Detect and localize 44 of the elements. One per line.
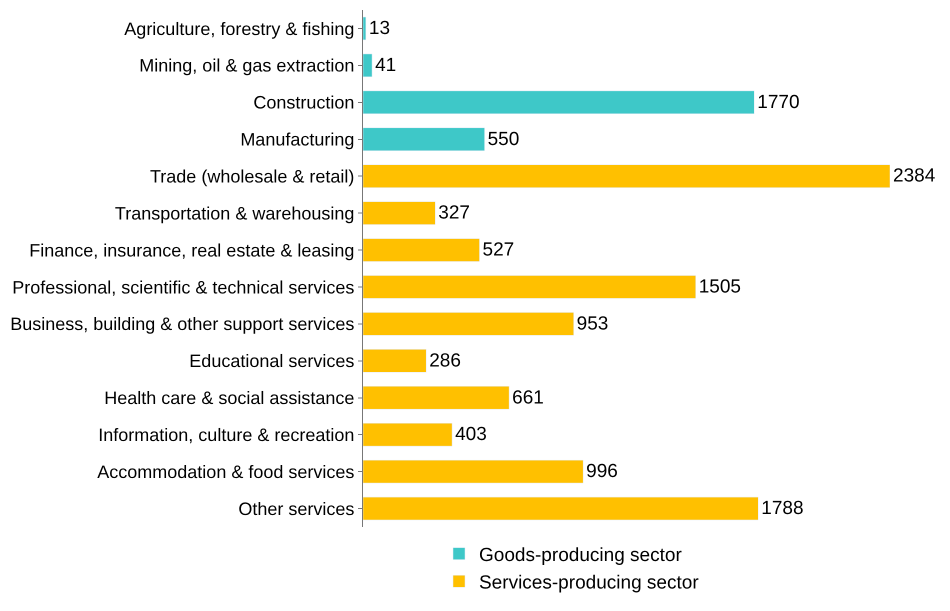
- data-label: 550: [488, 128, 520, 150]
- legend-label: Services-producing sector: [479, 572, 700, 594]
- y-tick-label: Information, culture & recreation: [98, 424, 354, 445]
- bar: [363, 460, 584, 484]
- y-tick-label: Manufacturing: [240, 130, 354, 150]
- bar: [363, 54, 372, 78]
- data-label: 527: [482, 240, 514, 261]
- data-label: 1788: [761, 498, 804, 520]
- y-tick-label: Health care & social assistance: [104, 388, 354, 408]
- bar: [363, 16, 366, 40]
- y-tick-label: Finance, insurance, real estate & leasing: [29, 240, 354, 260]
- data-label: 327: [438, 202, 470, 224]
- y-tick-label: Other services: [238, 498, 354, 519]
- y-tick-label: Educational services: [189, 351, 354, 372]
- data-label: 41: [375, 54, 396, 76]
- bar: [363, 164, 890, 188]
- y-tick-label: Transportation & warehousing: [114, 203, 354, 224]
- data-label: 2384: [893, 166, 936, 187]
- y-tick-label: Agriculture, forestry & fishing: [124, 18, 354, 39]
- bar: [363, 496, 758, 520]
- bar: [363, 312, 574, 336]
- bar: [363, 128, 485, 151]
- y-tick-label: Business, building & other support services: [10, 314, 354, 334]
- bar: [363, 238, 480, 262]
- y-tick-label: Trade (wholesale & retail): [150, 166, 354, 186]
- data-label: 953: [576, 313, 608, 334]
- data-label: 403: [455, 424, 487, 446]
- data-label: 13: [368, 18, 390, 39]
- bar: [363, 386, 510, 410]
- y-tick-label: Professional, scientific & technical services: [12, 277, 354, 298]
- bar: [363, 275, 696, 299]
- bar: [363, 422, 452, 446]
- legend-label: Goods-producing sector: [479, 545, 682, 566]
- bar: [363, 349, 426, 373]
- bar: [363, 201, 436, 225]
- y-tick-label: Mining, oil & gas extraction: [139, 56, 354, 76]
- data-label: 286: [429, 350, 461, 372]
- data-label: 1770: [757, 92, 800, 113]
- data-label: 1505: [698, 276, 741, 298]
- data-label: 996: [586, 461, 618, 482]
- bar: [363, 90, 755, 114]
- data-label: 661: [512, 387, 544, 408]
- y-tick-label: Accommodation & food services: [97, 462, 354, 482]
- y-tick-label: Construction: [253, 92, 354, 113]
